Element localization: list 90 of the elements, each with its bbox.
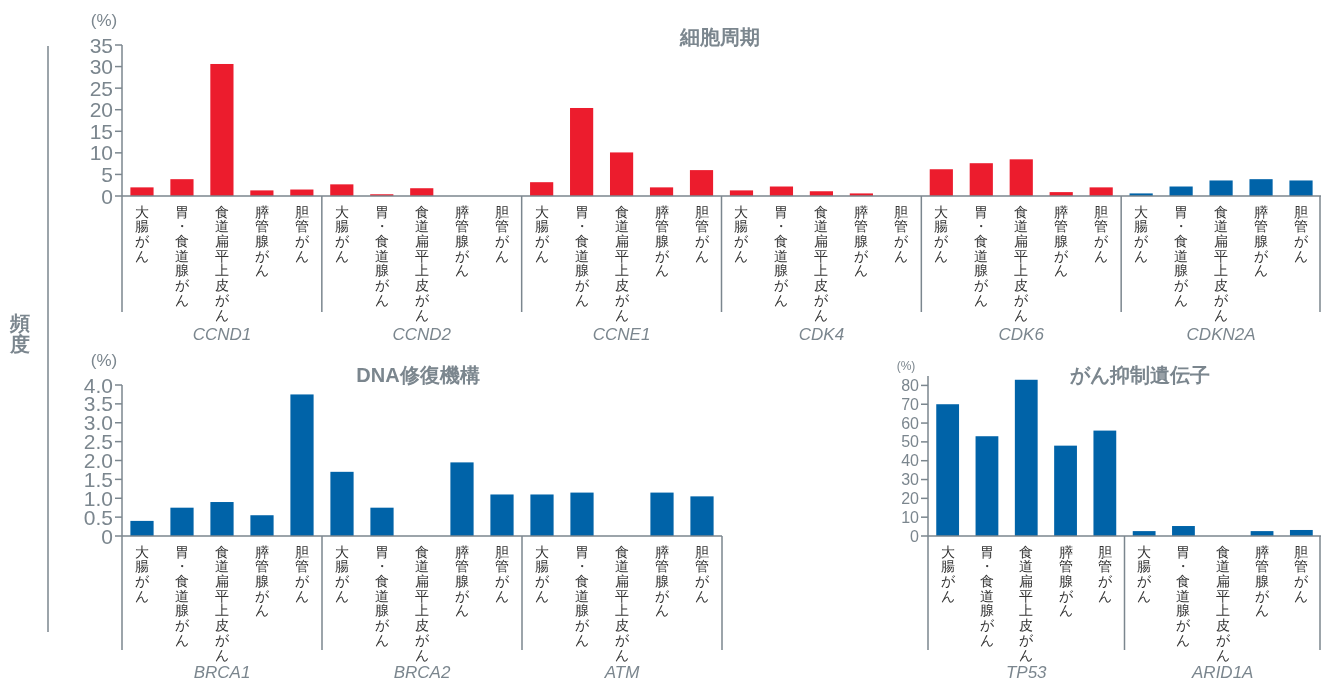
y-tick-label: 30 [901, 471, 920, 489]
y-axis-title: (%) [896, 359, 916, 373]
text: BRCA1 [193, 663, 251, 682]
y-axis-title: (%) [90, 11, 118, 30]
x-tick-label: 食道扁平上皮がん [1214, 203, 1230, 323]
x-tick-label: 膵管腺がん [654, 203, 670, 279]
x-tick-label: 膵管腺がん [854, 203, 870, 279]
text: TP53 [1005, 663, 1048, 682]
x-tick-label: 胃・食道腺がん [575, 543, 590, 648]
y-tick-label: 10 [89, 141, 113, 165]
x-tick-label: 食道扁平上皮がん [614, 203, 630, 323]
x-tick-label: 胃・食道腺がん [1174, 203, 1190, 308]
text: CCND1 [192, 325, 252, 344]
y-tick-label: 5 [101, 162, 113, 186]
y-tick-label: 20 [89, 98, 113, 122]
x-tick-label: 食道扁平上皮がん [1014, 203, 1030, 323]
x-tick-label: 大腸がん [1134, 203, 1150, 264]
y-tick-label: 10 [901, 508, 920, 526]
text: ARID1A [1191, 663, 1254, 682]
x-tick-label: 胆管がん [694, 203, 710, 264]
x-tick-label: 食道扁平上皮がん [215, 543, 230, 663]
x-tick-label: 胃・食道腺がん [574, 203, 590, 308]
y-tick-label: 0 [910, 527, 920, 545]
y-tick-label: 30 [89, 55, 113, 79]
x-tick-label: 食道扁平上皮がん [814, 203, 830, 323]
x-tick-label: 胃・食道腺がん [979, 543, 995, 648]
text: CDKN2A [1186, 325, 1256, 344]
text: 頻度 [9, 312, 30, 355]
x-tick-label: 胃・食道腺がん [974, 203, 990, 308]
text: ATM [603, 663, 641, 682]
y-tick-label: 15 [89, 119, 113, 143]
x-tick-label: 膵管腺がん [655, 543, 670, 619]
x-tick-label: 胆管がん [695, 543, 710, 604]
x-tick-label: 大腸がん [1137, 543, 1153, 604]
x-tick-label: 大腸がん [534, 203, 550, 264]
x-tick-label: 大腸がん [934, 203, 950, 264]
y-tick-label: 60 [901, 414, 920, 432]
y-tick-label: 40 [901, 452, 920, 470]
x-tick-label: 膵管腺がん [254, 203, 270, 279]
x-tick-label: 胃・食道腺がん [374, 203, 390, 308]
x-tick-label: 胆管がん [1294, 203, 1310, 264]
x-tick-label: 胃・食道腺がん [174, 203, 190, 308]
text: CCND2 [392, 325, 452, 344]
x-tick-label: 大腸がん [134, 203, 150, 264]
x-tick-label: 大腸がん [135, 543, 150, 604]
text: CDK6 [998, 325, 1045, 344]
x-tick-label: 食道扁平上皮がん [1019, 543, 1035, 663]
x-tick-label: 胆管がん [1097, 543, 1113, 604]
text: BRCA2 [393, 663, 451, 682]
x-tick-label: 大腸がん [334, 203, 350, 264]
x-tick-label: 膵管腺がん [255, 543, 270, 619]
chart-title: がん抑制遺伝子 [1069, 364, 1210, 386]
y-tick-label: 35 [89, 33, 113, 57]
y-tick-label: 20 [901, 489, 920, 507]
y-axis-title: (%) [90, 351, 118, 370]
x-tick-label: 胆管がん [295, 543, 310, 604]
x-tick-label: 食道扁平上皮がん [214, 203, 230, 323]
x-tick-label: 胆管がん [495, 543, 510, 604]
x-tick-label: 胆管がん [894, 203, 910, 264]
x-tick-label: 大腸がん [734, 203, 750, 264]
y-tick-label: 70 [901, 395, 920, 413]
x-tick-label: 膵管腺がん [1255, 543, 1271, 619]
x-tick-label: 大腸がん [335, 543, 350, 604]
x-tick-label: 大腸がん [940, 543, 956, 604]
x-tick-label: 膵管腺がん [1058, 543, 1074, 619]
y-tick-label: 50 [901, 433, 920, 451]
x-tick-label: 膵管腺がん [1254, 203, 1270, 279]
y-tick-label: 25 [89, 76, 113, 100]
chart-title: DNA修復機構 [356, 364, 480, 386]
x-tick-label: 食道扁平上皮がん [415, 543, 430, 663]
x-tick-label: 大腸がん [535, 543, 550, 604]
x-tick-label: 膵管腺がん [455, 543, 470, 619]
x-tick-label: 胆管がん [1094, 203, 1110, 264]
x-tick-label: 胃・食道腺がん [1176, 543, 1192, 648]
x-tick-label: 胃・食道腺がん [175, 543, 190, 648]
x-tick-label: 膵管腺がん [1054, 203, 1070, 279]
text: CDK4 [798, 325, 845, 344]
x-tick-label: 食道扁平上皮がん [1215, 543, 1231, 663]
x-tick-label: 食道扁平上皮がん [615, 543, 630, 663]
x-tick-label: 胃・食道腺がん [774, 203, 790, 308]
x-tick-label: 胆管がん [1294, 543, 1310, 604]
x-tick-label: 胆管がん [494, 203, 510, 264]
x-tick-label: 胆管がん [294, 203, 310, 264]
y-tick-label: 80 [901, 376, 920, 394]
text: CCNE1 [592, 325, 651, 344]
y-tick-label: 0 [101, 184, 113, 208]
x-tick-label: 膵管腺がん [454, 203, 470, 279]
chart-title: 細胞周期 [679, 26, 760, 48]
x-tick-label: 胃・食道腺がん [375, 543, 390, 648]
x-tick-label: 食道扁平上皮がん [414, 203, 430, 323]
